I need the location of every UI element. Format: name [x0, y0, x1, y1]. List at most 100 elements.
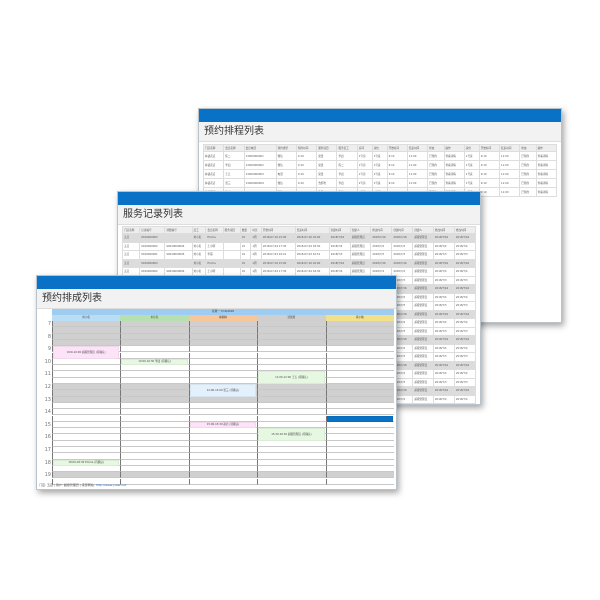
time-slot[interactable]	[325, 428, 394, 435]
time-slot[interactable]	[52, 434, 121, 441]
column-header[interactable]: 预约类型	[275, 144, 297, 152]
time-slot[interactable]	[52, 447, 121, 454]
table-row[interactable]: 林语花店 张三 13400000004 微信 9:10 洗剪吹 李四 2号房 1号床 9:10 11…	[202, 178, 558, 188]
time-slot[interactable]	[325, 396, 394, 403]
appointment-event[interactable]: 12:00-13:00 张三 (待确认)	[189, 384, 257, 397]
day-calendar[interactable]: 星期一 7/16/2018 刘小名 刘小名 柳柳柳 沈慧慧 黄小敏 7 8 9 10 11 12 13…	[37, 309, 396, 485]
time-slot[interactable]	[257, 453, 326, 460]
time-slot[interactable]	[257, 440, 326, 447]
time-slot[interactable]	[52, 333, 121, 340]
time-slot[interactable]	[120, 472, 189, 479]
time-slot[interactable]	[120, 453, 189, 460]
time-slot[interactable]	[120, 327, 189, 334]
time-slot[interactable]	[325, 447, 394, 454]
time-slot[interactable]	[188, 333, 258, 340]
time-slot[interactable]	[188, 346, 258, 353]
time-slot[interactable]	[257, 415, 326, 422]
time-slot[interactable]	[188, 459, 258, 466]
column-header[interactable]: 修改时间	[370, 226, 393, 234]
time-slot[interactable]	[325, 321, 394, 328]
source-link[interactable]: http://www.yuler.net	[95, 483, 127, 487]
time-slot[interactable]	[325, 440, 394, 447]
column-header[interactable]: 创建人	[349, 226, 372, 234]
time-slot[interactable]	[52, 428, 121, 435]
column-header[interactable]: 会员名称	[223, 144, 245, 152]
time-slot[interactable]	[325, 472, 394, 479]
time-slot[interactable]	[257, 459, 326, 466]
time-slot[interactable]	[120, 434, 189, 441]
table-row[interactable]: 林语花店 李四 13400000002 微信 9:10 染烫 陈二 1号房 1号床 9:10 11:…	[202, 160, 558, 170]
window-title-bar[interactable]	[37, 276, 396, 289]
time-slot[interactable]	[257, 447, 326, 454]
time-slot[interactable]	[188, 371, 258, 378]
appointment-event[interactable]: 18:00-18:30 Emma (待确认)	[53, 459, 120, 466]
time-slot[interactable]	[257, 333, 326, 340]
time-slot[interactable]	[325, 465, 394, 473]
time-slot[interactable]	[257, 321, 326, 328]
time-slot[interactable]	[325, 327, 394, 334]
time-slot[interactable]	[257, 472, 326, 479]
column-header[interactable]: 修改时间	[453, 226, 477, 234]
column-header[interactable]: 数量	[239, 226, 252, 234]
time-slot[interactable]	[120, 396, 189, 403]
column-header[interactable]: 状态	[519, 144, 537, 152]
time-slot[interactable]	[257, 327, 326, 334]
time-slot[interactable]	[120, 339, 189, 347]
time-slot[interactable]	[120, 321, 189, 328]
time-slot[interactable]	[188, 440, 258, 447]
time-slot[interactable]	[325, 478, 394, 485]
column-header[interactable]: 创建时间	[328, 226, 351, 234]
time-slot[interactable]	[52, 390, 121, 397]
column-header[interactable]: 床位	[371, 144, 388, 152]
column-header[interactable]: 修改时间	[432, 226, 455, 234]
column-header[interactable]: 结束时间	[498, 144, 521, 152]
column-header[interactable]: 创建时间	[391, 226, 414, 234]
time-slot[interactable]	[120, 428, 189, 435]
time-slot[interactable]	[120, 346, 189, 353]
time-slot[interactable]	[257, 390, 326, 397]
time-slot[interactable]	[120, 409, 189, 416]
time-slot[interactable]	[325, 409, 394, 416]
time-slot[interactable]	[325, 390, 394, 397]
time-slot[interactable]	[257, 409, 326, 416]
time-slot[interactable]	[52, 402, 121, 410]
column-header[interactable]: 结束时间	[406, 144, 429, 152]
time-slot[interactable]	[120, 465, 189, 473]
time-slot[interactable]	[325, 402, 394, 410]
column-header[interactable]: 操作	[443, 144, 465, 152]
appointment-event[interactable]: 15:00-15:30 赵六 (待确认)	[189, 421, 257, 429]
time-slot[interactable]	[325, 352, 394, 359]
time-slot[interactable]	[188, 465, 258, 473]
time-slot[interactable]	[120, 371, 189, 378]
time-slot[interactable]	[120, 352, 189, 359]
time-slot[interactable]	[188, 402, 258, 410]
appointment-event[interactable]: 10:00-10:30 李四 (待确认)	[121, 358, 188, 366]
time-slot[interactable]	[325, 358, 394, 366]
time-slot[interactable]	[325, 384, 394, 391]
time-slot[interactable]	[120, 365, 189, 372]
time-slot[interactable]	[325, 339, 394, 347]
column-header[interactable]: 状态	[427, 144, 445, 152]
column-header[interactable]: 服务项目	[316, 144, 338, 152]
column-header[interactable]: 门店名称	[202, 144, 225, 152]
appointment-event[interactable]	[326, 415, 393, 422]
column-header[interactable]: 服务员工	[336, 144, 358, 152]
time-slot[interactable]	[257, 365, 326, 372]
time-slot[interactable]	[188, 453, 258, 460]
appointment-event[interactable]: 15:30-16:30 超级管理员 (待确认)	[258, 428, 325, 441]
time-slot[interactable]	[188, 415, 258, 422]
time-slot[interactable]	[52, 339, 121, 347]
column-header[interactable]: 会员名称	[205, 226, 224, 234]
table-row[interactable]: 林语花店 陈二 13400000001 微信 9:10 染烫 李四 1号房 1号床 9:10 11:…	[202, 151, 558, 161]
column-header[interactable]: 会员电话	[243, 144, 277, 152]
time-slot[interactable]	[120, 402, 189, 410]
time-slot[interactable]	[188, 365, 258, 372]
time-slot[interactable]	[325, 371, 394, 378]
time-slot[interactable]	[52, 377, 121, 384]
time-slot[interactable]	[120, 390, 189, 397]
time-slot[interactable]	[257, 352, 326, 359]
time-slot[interactable]	[52, 478, 121, 485]
time-slot[interactable]	[52, 440, 121, 447]
time-slot[interactable]	[120, 459, 189, 466]
